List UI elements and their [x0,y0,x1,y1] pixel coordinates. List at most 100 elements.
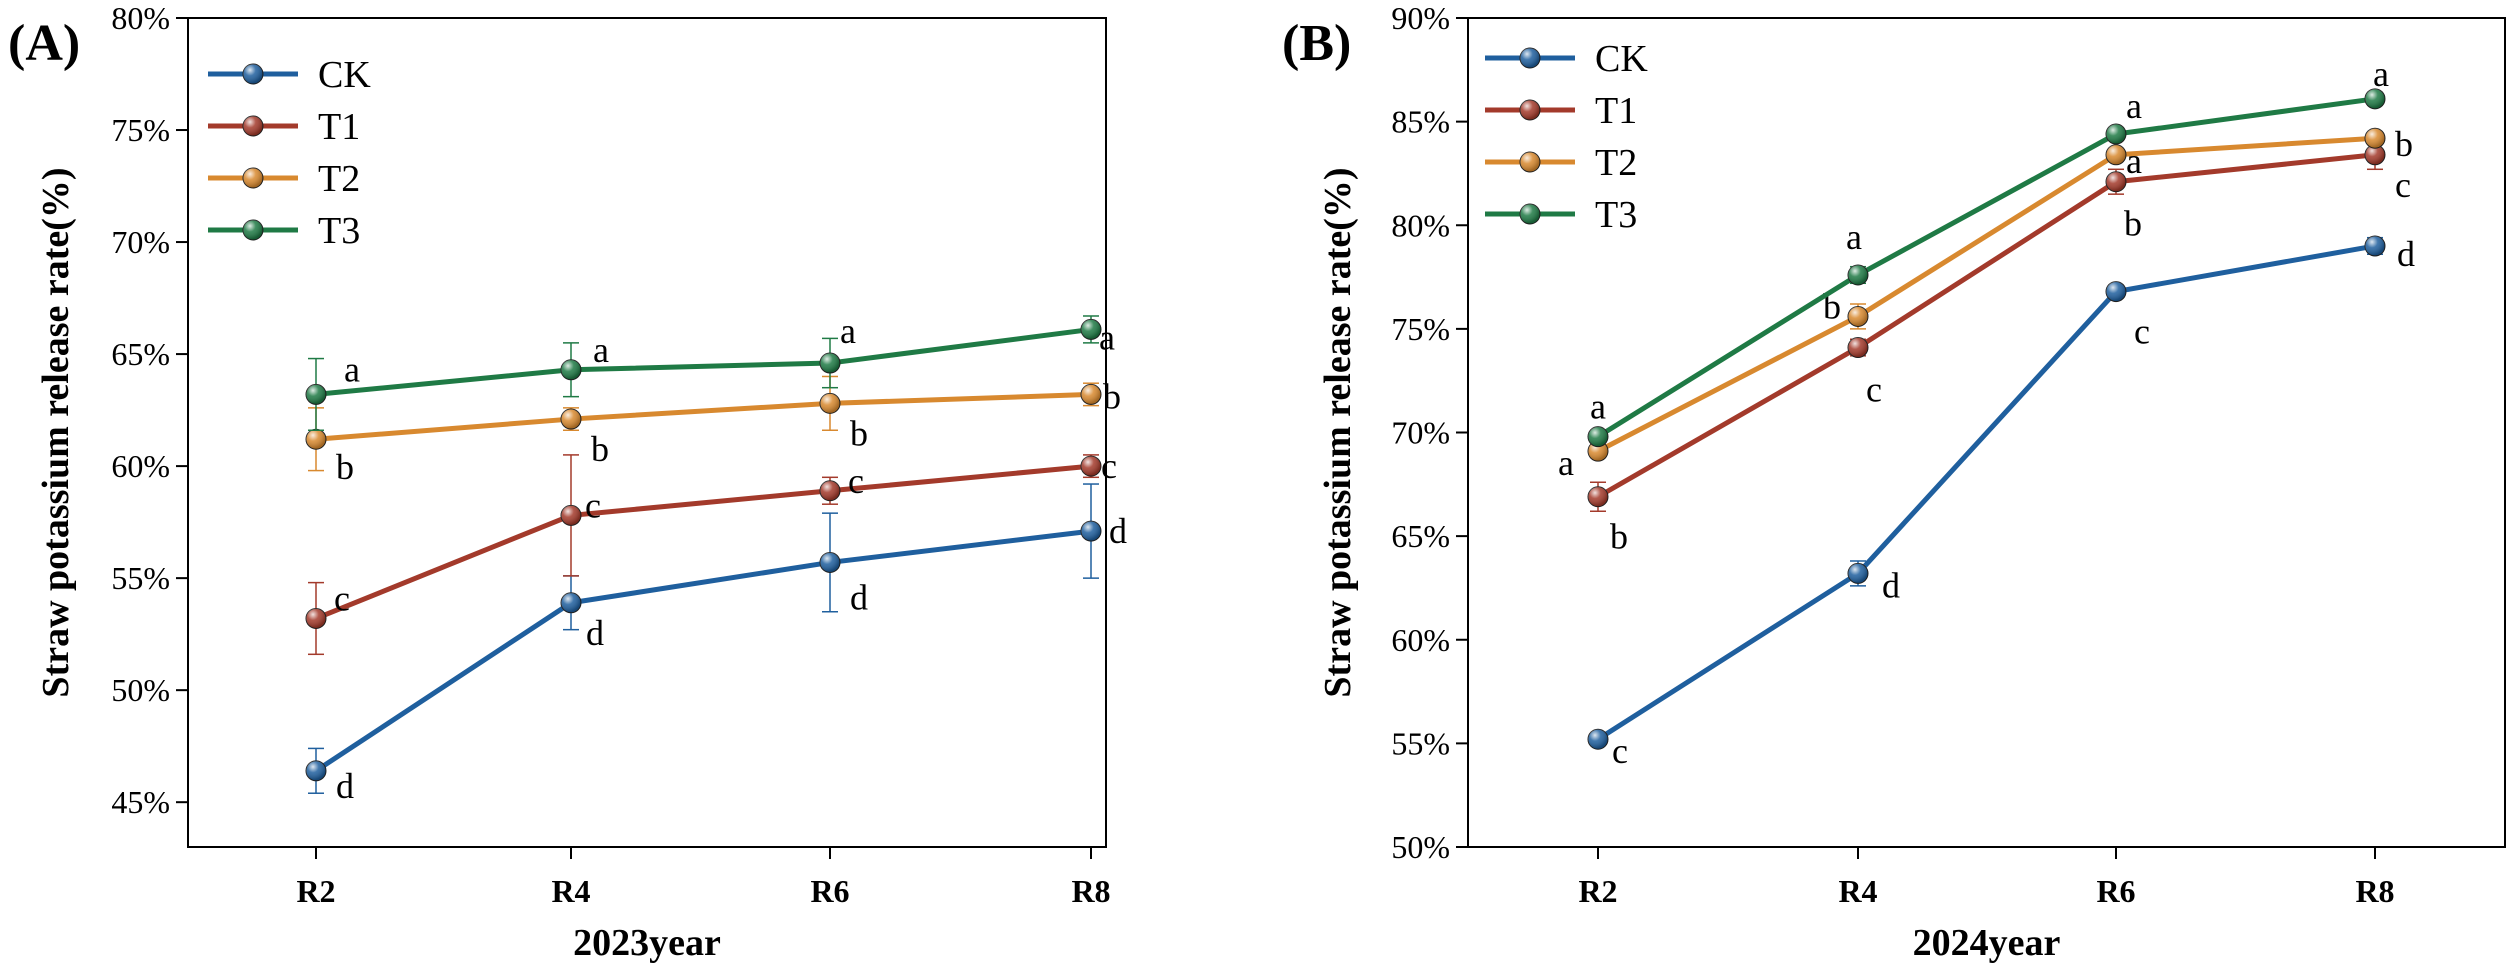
data-point-shine [820,393,840,414]
data-point-shine [1848,264,1868,285]
legend-item-t1: T1 [1485,90,1637,132]
legend-item-t2: T2 [208,158,360,200]
data-point-shine [1588,441,1608,462]
significance-label: b [1103,376,1121,416]
data-point-shine [2106,171,2126,192]
data-point-shine [306,760,326,781]
legend-item-t2: T2 [1485,142,1637,184]
legend-item-t3: T3 [1485,194,1637,236]
series-line [314,528,1092,773]
series-t1: b c b c [1587,139,2411,557]
y-axis-title: Straw potassium release rate(%) [35,167,77,697]
legend-marker-shine [243,220,263,240]
legend-item-ck: CK [1485,38,1648,80]
legend-label: T3 [318,210,360,252]
significance-label: d [2397,234,2415,274]
significance-label: a [2126,86,2142,126]
data-point-shine [820,480,840,501]
y-tick-label: 45% [111,784,170,820]
significance-label: b [1610,517,1628,557]
x-tick-label: R8 [1071,873,1110,909]
significance-label: b [850,413,868,453]
legend-marker-shine [1520,100,1540,120]
series-line [315,463,1092,621]
series-line [1596,152,2376,499]
y-tick-label: 80% [111,0,170,36]
significance-label: b [591,429,609,469]
legend-label: T2 [318,158,360,200]
significance-label: d [850,577,868,617]
y-tick-label: 65% [1391,518,1450,554]
y-tick-label: 90% [1391,0,1450,36]
data-point-shine [820,353,840,374]
series-line [1596,135,2376,454]
data-point-shine [1588,486,1608,507]
significance-label: c [2134,312,2150,352]
data-point-shine [561,359,581,380]
y-tick-label: 75% [1391,311,1450,347]
legend-marker-shine [1520,48,1540,68]
significance-label: a [1846,217,1862,257]
legend-label: T3 [1595,194,1637,236]
legend-label: CK [318,54,371,96]
significance-label: a [1558,443,1574,483]
legend-marker-shine [243,116,263,136]
series-t1: c c c c [305,446,1117,656]
legend-marker-shine [1520,204,1540,224]
y-tick-label: 80% [1391,207,1450,243]
y-axis-title: Straw potassium release rate(%) [1317,167,1359,697]
data-point-shine [306,384,326,405]
y-tick-label: 50% [111,672,170,708]
data-point-shine [1588,729,1608,750]
x-tick-label: R8 [2355,873,2394,909]
significance-label: a [1590,387,1606,427]
legend-label: T1 [1595,90,1637,132]
data-point-shine [561,505,581,526]
significance-label: a [593,330,609,370]
x-tick-label: R6 [2096,873,2135,909]
x-tick-label: R2 [296,873,335,909]
y-tick-label: 85% [1391,104,1450,140]
chart-panel-a: (A) 45% 50% 55% 60% 65% 70% 75% 80% R2 R4 R6 R8 2023y… [8,0,1127,964]
series-t2: b b b b [305,375,1121,487]
data-point-shine [306,429,326,450]
series-t2: aba b [1558,124,2413,483]
y-tick-label: 55% [111,560,170,596]
significance-label: c [1612,731,1628,771]
significance-label: c [848,461,864,501]
data-point-shine [1848,337,1868,358]
significance-label: a [840,311,856,351]
x-tick-label: R6 [810,873,849,909]
data-point-shine [1081,384,1101,405]
y-tick-label: 70% [1391,415,1450,451]
data-point-shine [1588,426,1608,447]
significance-label: c [2395,165,2411,205]
significance-label: d [1882,565,1900,605]
y-tick-label: 50% [1391,829,1450,865]
panel-label: (A) [8,15,80,72]
series-line [315,391,1092,442]
data-point-shine [2106,281,2126,302]
series-t3: a a a a [1587,54,2389,448]
legend-item-t1: T1 [208,106,360,148]
legend-item-ck: CK [208,54,371,96]
legend-label: T1 [318,106,360,148]
significance-label: a [1099,317,1115,357]
data-point-shine [1081,319,1101,340]
x-tick-label: R4 [551,873,590,909]
significance-label: c [1101,446,1117,486]
data-point-shine [1848,563,1868,584]
significance-label: b [2395,124,2413,164]
y-tick-label: 60% [1391,622,1450,658]
data-point-shine [2365,235,2385,256]
series-line [1596,243,2376,742]
data-point-shine [1081,456,1101,477]
significance-label: b [336,447,354,487]
y-tick-label: 75% [111,112,170,148]
significance-label: a [2373,54,2389,94]
significance-label: c [1866,370,1882,410]
legend-marker-shine [243,168,263,188]
legend-marker-shine [1520,152,1540,172]
